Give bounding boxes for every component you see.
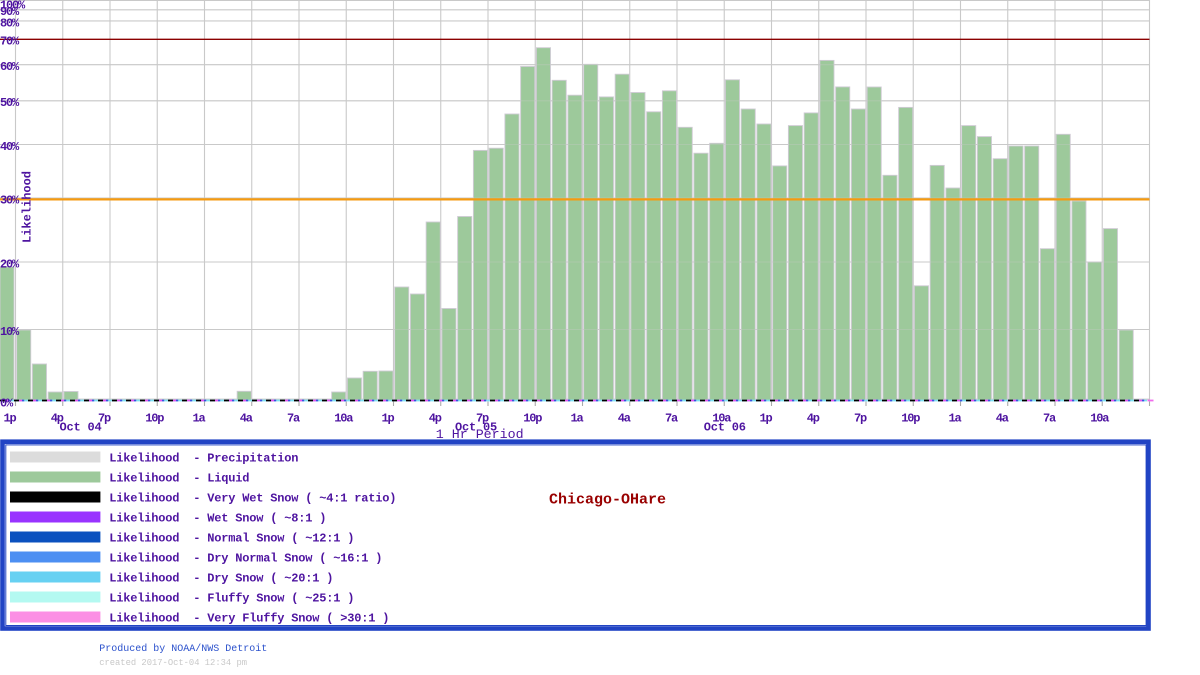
svg-text:Likelihood - Wet Snow ( ~8:1: Likelihood - Wet Snow ( ~8:1 ) — [109, 511, 326, 525]
svg-text:Likelihood: Likelihood — [21, 171, 35, 243]
svg-text:4a: 4a — [996, 411, 1009, 425]
svg-text:10%: 10% — [0, 325, 20, 339]
svg-text:Likelihood - Very Wet Snow (: Likelihood - Very Wet Snow ( ~4:1 ratio) — [109, 491, 396, 505]
svg-text:1p: 1p — [382, 411, 395, 425]
svg-text:100%: 100% — [0, 0, 26, 12]
svg-text:Likelihood - Dry Normal Snow: Likelihood - Dry Normal Snow ( ~16:1 ) — [109, 551, 382, 565]
svg-text:Likelihood - Fluffy Snow ( ~2: Likelihood - Fluffy Snow ( ~25:1 ) — [109, 591, 354, 605]
svg-text:7p: 7p — [854, 411, 867, 425]
svg-text:70%: 70% — [0, 35, 20, 49]
svg-text:Likelihood - Normal Snow ( ~1: Likelihood - Normal Snow ( ~12:1 ) — [109, 531, 354, 545]
svg-text:60%: 60% — [0, 60, 20, 74]
svg-text:10a: 10a — [1090, 411, 1109, 425]
svg-text:7a: 7a — [1043, 411, 1056, 425]
svg-text:7a: 7a — [287, 411, 300, 425]
svg-text:10p: 10p — [901, 411, 920, 425]
svg-text:10p: 10p — [523, 411, 542, 425]
svg-text:0%: 0% — [0, 396, 14, 410]
svg-text:7p: 7p — [476, 411, 489, 425]
svg-text:Likelihood - Liquid: Likelihood - Liquid — [109, 471, 249, 485]
svg-text:Likelihood - Dry Snow ( ~20:1: Likelihood - Dry Snow ( ~20:1 ) — [109, 571, 333, 585]
svg-text:90%: 90% — [0, 5, 20, 19]
svg-text:4a: 4a — [240, 411, 253, 425]
svg-text:10a: 10a — [712, 411, 731, 425]
svg-text:Likelihood - Very Fluffy Snow: Likelihood - Very Fluffy Snow ( >30:1 ) — [109, 611, 389, 625]
svg-text:10p: 10p — [145, 411, 164, 425]
svg-text:7a: 7a — [665, 411, 678, 425]
svg-text:created 2017-Oct-04 12:34 pm: created 2017-Oct-04 12:34 pm — [99, 658, 247, 668]
svg-text:Oct 06: Oct 06 — [704, 421, 746, 435]
svg-text:1a: 1a — [193, 411, 206, 425]
svg-text:7p: 7p — [98, 411, 111, 425]
svg-text:Oct 05: Oct 05 — [455, 421, 497, 435]
svg-text:4a: 4a — [618, 411, 631, 425]
svg-text:1a: 1a — [949, 411, 962, 425]
svg-text:Chicago-OHare: Chicago-OHare — [549, 492, 666, 509]
svg-text:4p: 4p — [429, 411, 442, 425]
svg-text:20%: 20% — [0, 257, 20, 271]
svg-text:1p: 1p — [760, 411, 773, 425]
svg-text:50%: 50% — [0, 96, 20, 110]
svg-text:40%: 40% — [0, 140, 20, 154]
svg-text:80%: 80% — [0, 16, 20, 30]
svg-text:1p: 1p — [4, 411, 17, 425]
svg-text:1a: 1a — [571, 411, 584, 425]
svg-text:1 Hr Period: 1 Hr Period — [436, 427, 524, 442]
svg-text:Produced by NOAA/NWS Detroit: Produced by NOAA/NWS Detroit — [99, 643, 267, 655]
svg-text:Likelihood - Precipitation: Likelihood - Precipitation — [109, 451, 298, 465]
svg-text:10a: 10a — [334, 411, 353, 425]
svg-text:4p: 4p — [51, 411, 64, 425]
svg-text:Oct 04: Oct 04 — [60, 421, 102, 435]
svg-text:30%: 30% — [0, 194, 20, 208]
svg-text:4p: 4p — [807, 411, 820, 425]
